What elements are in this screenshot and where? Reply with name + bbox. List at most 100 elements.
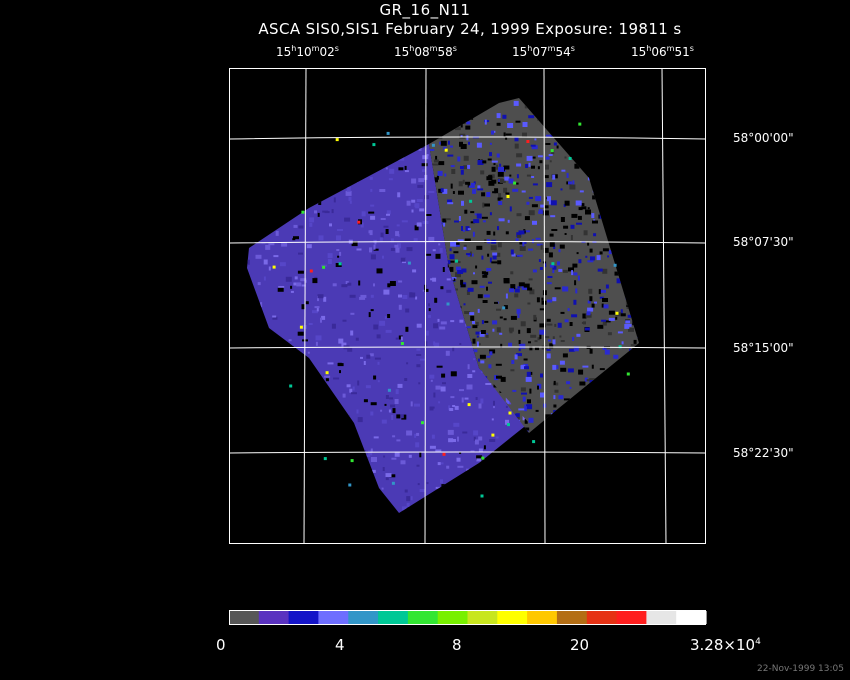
noise-pixel [457, 261, 461, 264]
noise-pixel [534, 437, 539, 440]
noise-pixel [422, 169, 426, 173]
noise-pixel [400, 414, 404, 419]
noise-pixel [599, 98, 606, 102]
noise-pixel [380, 218, 386, 220]
noise-pixel [503, 278, 510, 282]
noise-pixel [599, 368, 605, 371]
noise-pixel [327, 253, 333, 259]
noise-pixel [315, 395, 320, 400]
noise-pixel [278, 370, 281, 376]
noise-pixel [442, 218, 447, 223]
noise-pixel [464, 209, 468, 214]
noise-pixel [453, 499, 459, 502]
noise-pixel [392, 408, 396, 414]
noise-pixel [537, 155, 543, 158]
noise-pixel [359, 296, 366, 300]
noise-pixel [624, 106, 630, 109]
noise-pixel [608, 317, 615, 321]
noise-pixel [396, 414, 401, 419]
noise-pixel [573, 272, 578, 276]
noise-pixel [328, 479, 332, 485]
noise-pixel [562, 353, 568, 358]
noise-pixel [251, 495, 254, 498]
noise-pixel [514, 443, 520, 446]
noise-pixel [386, 131, 390, 135]
noise-pixel [414, 403, 420, 407]
noise-pixel [285, 276, 292, 282]
noise-pixel [333, 197, 336, 203]
noise-pixel [482, 108, 487, 111]
noise-pixel [416, 354, 422, 356]
noise-pixel [325, 483, 332, 488]
noise-pixel [525, 164, 529, 168]
noise-pixel [379, 237, 383, 242]
noise-pixel [375, 509, 382, 513]
noise-pixel [482, 202, 485, 208]
noise-pixel [475, 321, 479, 326]
noise-pixel [602, 422, 606, 425]
noise-pixel [545, 143, 551, 145]
noise-pixel [369, 469, 376, 473]
noise-pixel [521, 285, 524, 289]
noise-pixel [572, 180, 575, 186]
noise-pixel [470, 117, 474, 120]
noise-pixel [275, 474, 279, 477]
noise-pixel [476, 455, 483, 461]
noise-pixel [264, 483, 270, 486]
noise-pixel [502, 95, 506, 98]
noise-pixel [247, 363, 251, 368]
noise-pixel [447, 260, 451, 265]
noise-pixel [635, 379, 639, 383]
noise-pixel [584, 425, 588, 431]
noise-pixel [347, 347, 353, 352]
noise-pixel [641, 397, 647, 400]
noise-pixel [250, 424, 255, 428]
noise-pixel [532, 440, 536, 444]
noise-pixel [240, 385, 243, 388]
noise-pixel [338, 262, 342, 266]
noise-pixel [290, 290, 294, 293]
noise-pixel [312, 278, 318, 284]
noise-pixel [391, 457, 397, 460]
noise-pixel [545, 164, 549, 170]
noise-pixel [313, 193, 319, 197]
noise-pixel [640, 208, 646, 211]
noise-pixel [603, 429, 606, 433]
noise-pixel [493, 404, 495, 409]
noise-pixel [355, 337, 359, 341]
field-right [429, 98, 639, 433]
noise-pixel [467, 164, 471, 169]
noise-pixel [247, 183, 251, 188]
noise-pixel [620, 372, 624, 377]
noise-pixel [454, 119, 461, 125]
noise-pixel [521, 392, 527, 395]
noise-pixel [270, 223, 274, 228]
noise-pixel [463, 165, 468, 170]
noise-pixel [517, 286, 521, 289]
noise-pixel [358, 464, 361, 469]
noise-pixel [457, 436, 459, 442]
noise-pixel [440, 479, 443, 484]
noise-pixel [365, 385, 371, 389]
noise-pixel [491, 261, 498, 264]
noise-pixel [508, 454, 512, 457]
noise-pixel [247, 409, 248, 415]
noise-pixel [642, 377, 644, 380]
noise-pixel [599, 296, 604, 299]
noise-pixel [499, 332, 503, 335]
colorbar-cell [288, 611, 319, 624]
noise-pixel [617, 331, 623, 334]
noise-pixel [439, 119, 442, 123]
noise-pixel [293, 282, 297, 286]
noise-pixel [540, 373, 543, 378]
noise-pixel [570, 235, 573, 240]
noise-pixel [608, 170, 613, 173]
noise-pixel [518, 230, 525, 235]
noise-pixel [587, 207, 590, 210]
noise-pixel [537, 437, 539, 442]
noise-pixel [584, 164, 589, 170]
noise-pixel [531, 145, 538, 150]
noise-pixel [551, 413, 554, 418]
noise-pixel [398, 304, 402, 310]
noise-pixel [508, 402, 512, 405]
